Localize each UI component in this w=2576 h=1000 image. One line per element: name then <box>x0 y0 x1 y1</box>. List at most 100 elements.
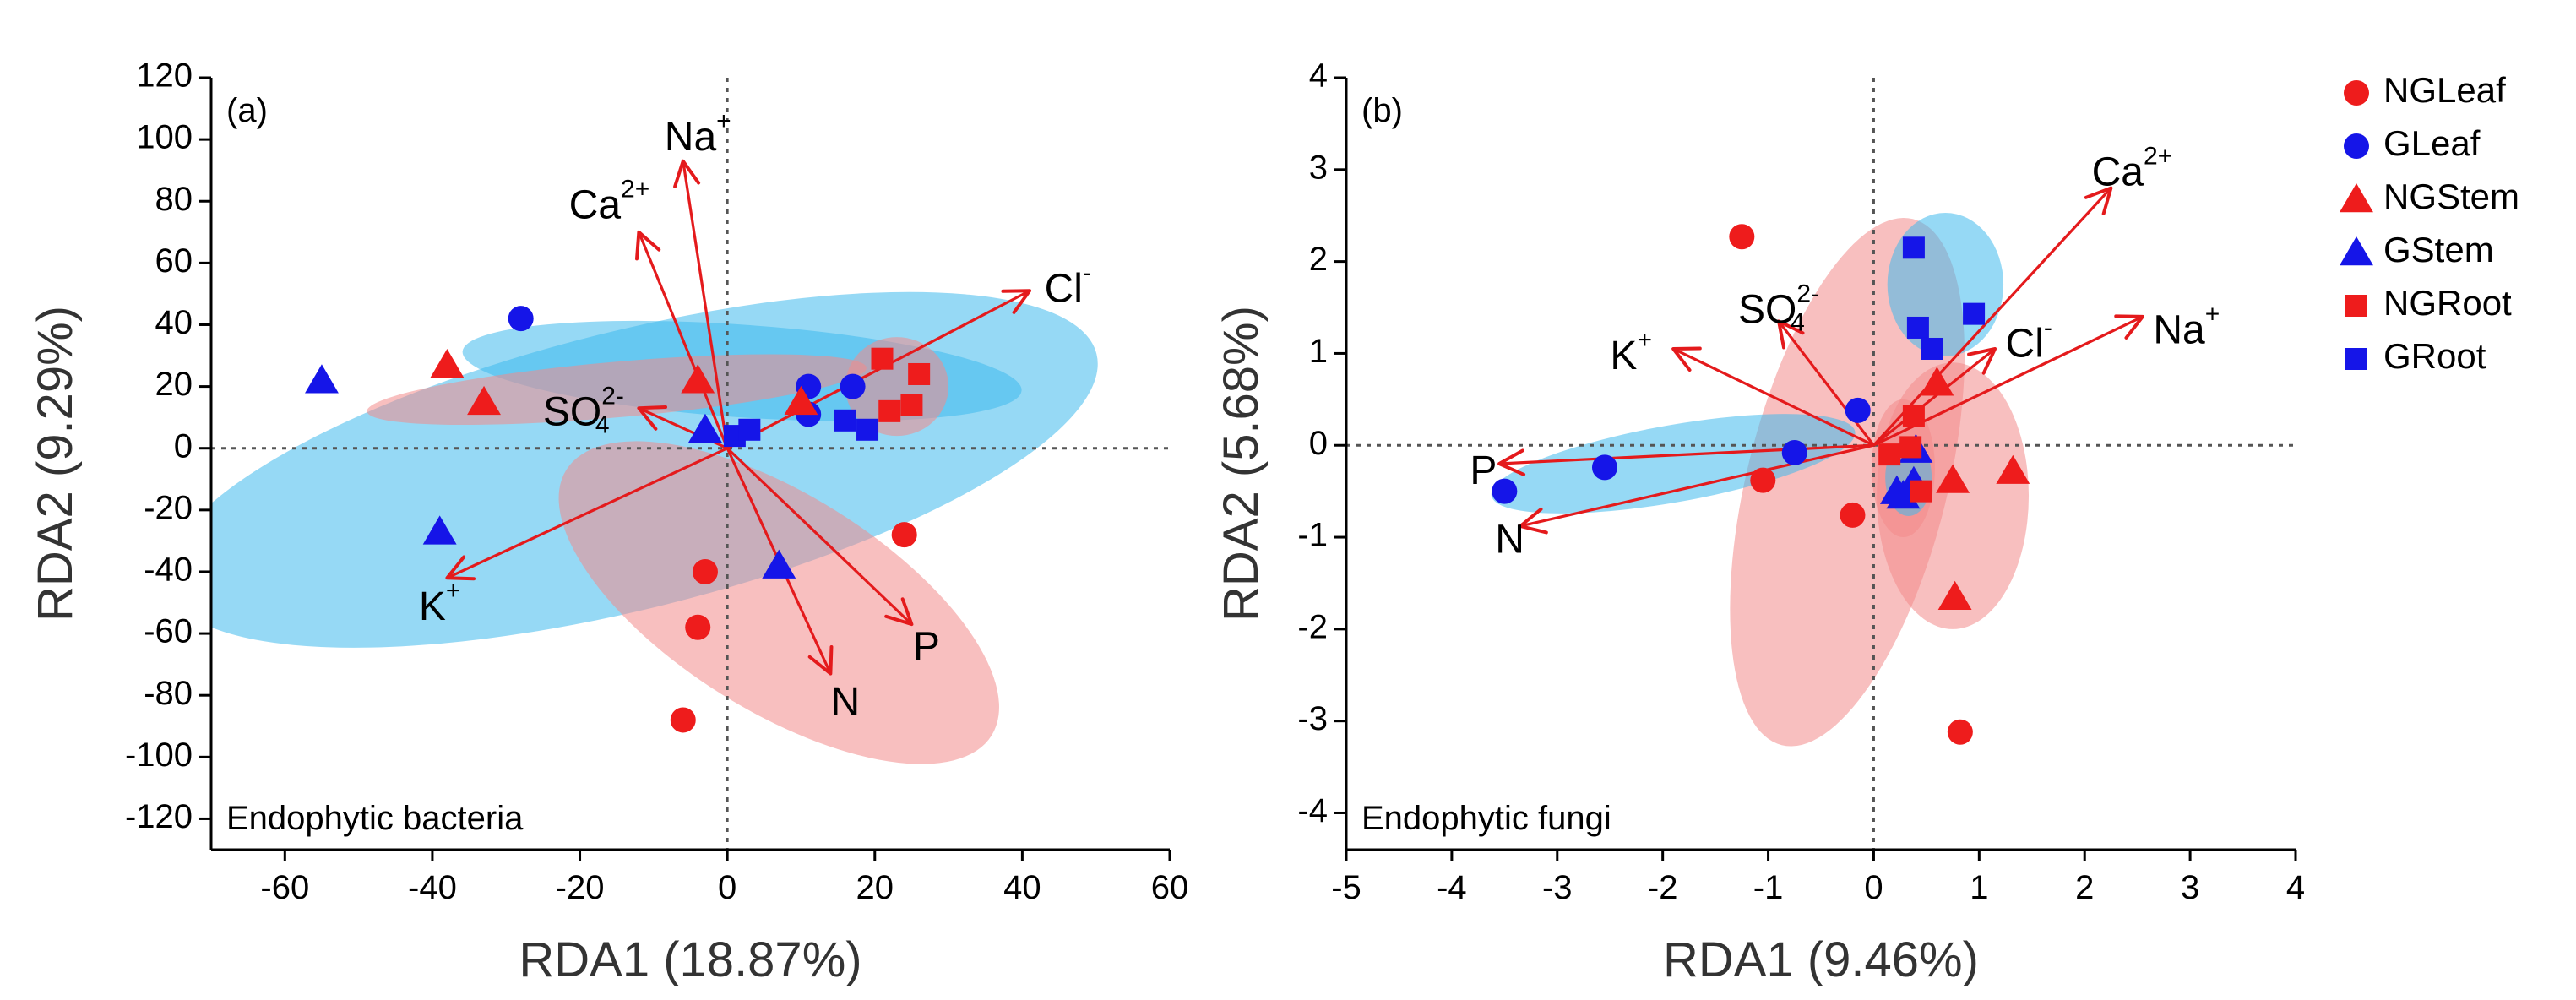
y-tick-label: -120 <box>125 798 193 835</box>
x-tick-label: -2 <box>1648 869 1678 906</box>
point-groot-20 <box>1902 236 1925 259</box>
x-tick-label: 0 <box>1864 869 1883 906</box>
point-gleaf-5 <box>1591 454 1617 481</box>
panel-annotation: Endophytic bacteria <box>226 800 524 837</box>
point-ngleaf-2 <box>685 614 711 640</box>
vector-arrow-k <box>445 447 728 581</box>
vector-arrow-cl <box>1872 347 1997 447</box>
x-tick-label: -60 <box>260 869 309 906</box>
legend-marker-groot <box>2345 348 2367 370</box>
legend-item-ngroot: NGRoot <box>2345 283 2512 323</box>
x-tick-label: -1 <box>1753 869 1784 906</box>
point-ngleaf-0 <box>891 522 917 548</box>
vector-label-cl: Cl- <box>1045 258 1091 311</box>
point-ngstem-8 <box>430 349 465 378</box>
x-tick-label: 20 <box>856 869 894 906</box>
point-ngstem-9 <box>467 385 501 416</box>
y-tick-label: 20 <box>155 366 193 403</box>
ellipse-groot <box>1887 212 2004 356</box>
y-tick-label: -40 <box>144 552 193 589</box>
point-ngstem-11 <box>1937 580 1972 610</box>
x-tick-label: 1 <box>1970 869 1988 906</box>
ellipse-gleaf <box>1491 414 1856 514</box>
vector-label-p: P <box>913 624 940 669</box>
point-ngroot-18 <box>1902 405 1925 427</box>
legend-marker-gleaf <box>2344 133 2369 159</box>
y-tick-label: -20 <box>144 489 193 526</box>
x-tick-label: 2 <box>2075 869 2094 906</box>
point-groot-21 <box>738 418 761 441</box>
x-tick-label: 60 <box>1151 869 1189 906</box>
legend-item-gleaf: GLeaf <box>2344 123 2481 163</box>
vector-arrow-k <box>1671 346 1875 447</box>
point-ngroot-16 <box>1878 443 1901 466</box>
point-ngroot-18 <box>878 399 901 422</box>
legend-label: NGLeaf <box>2383 70 2506 110</box>
y-tick-label: 0 <box>174 427 193 465</box>
vector-arrow-ca <box>635 230 729 449</box>
x-tick-label: -5 <box>1331 869 1361 906</box>
y-tick-label: 0 <box>1309 425 1328 462</box>
x-tick-label: -3 <box>1542 869 1573 906</box>
vector-label-k: K+ <box>1610 326 1652 378</box>
point-ngleaf-1 <box>1750 467 1776 493</box>
point-ngleaf-3 <box>1947 719 1973 745</box>
vector-label-ca: Ca2+ <box>569 175 650 227</box>
vector-label-k: K+ <box>419 577 461 629</box>
x-tick-label: -4 <box>1437 869 1467 906</box>
point-groot-23 <box>1963 302 1986 325</box>
legend-label: GRoot <box>2383 336 2486 376</box>
vector-label-p: P <box>1470 448 1497 493</box>
legend-label: NGRoot <box>2383 283 2512 323</box>
point-groot-23 <box>856 418 879 441</box>
panel-b-fungi: Ca2+ Na+ Cl- SO2-4 K+ PN -4 -3 -2 -1 0 1 2 3 4 -5 -4 -3 -2… <box>1214 57 2305 987</box>
vector-label-cl: Cl- <box>2006 314 2052 367</box>
vector-label-na: Na+ <box>665 107 731 160</box>
point-ngstem-8 <box>1920 367 1954 396</box>
point-ngroot-17 <box>908 362 931 385</box>
y-axis-title: RDA2 (9.29%) <box>28 306 83 622</box>
x-tick-label: 3 <box>2181 869 2199 906</box>
point-ngstem-11 <box>784 385 818 416</box>
vector-arrow-p <box>1497 443 1874 476</box>
vector-label-n: N <box>831 680 861 725</box>
ellipse-ngroot <box>845 337 949 437</box>
point-ngroot-19 <box>1910 480 1932 503</box>
legend-item-groot: GRoot <box>2345 336 2486 376</box>
vector-label-na: Na+ <box>2153 300 2220 352</box>
legend-marker-ngroot <box>2345 295 2367 317</box>
point-groot-21 <box>1906 316 1929 339</box>
y-tick-label: 2 <box>1309 241 1328 278</box>
legend-label: GStem <box>2383 230 2494 269</box>
point-ngstem-9 <box>1936 464 1970 493</box>
legend-label: GLeaf <box>2383 123 2481 163</box>
x-tick-label: 0 <box>718 869 736 906</box>
point-groot-22 <box>834 409 856 432</box>
vector-arrow-na <box>673 159 729 448</box>
point-ngroot-19 <box>900 394 923 416</box>
panel-label: (b) <box>1361 92 1403 129</box>
y-tick-label: 100 <box>136 119 193 156</box>
vector-arrow-so <box>1777 319 1875 447</box>
legend-marker-gstem <box>2340 236 2373 266</box>
y-tick-label: -80 <box>144 675 193 712</box>
point-ngleaf-1 <box>692 558 718 584</box>
y-tick-label: -2 <box>1297 608 1328 645</box>
point-gstem-13 <box>422 515 457 545</box>
x-tick-label: 4 <box>2286 869 2305 906</box>
legend-marker-ngleaf <box>2344 80 2369 106</box>
x-tick-label: -20 <box>556 869 605 906</box>
point-ngstem-10 <box>681 364 715 394</box>
x-axis-title: RDA1 (18.87%) <box>519 932 861 987</box>
panel-a-bacteria: Na+ Ca2+ Cl- SO2-4 K+ N P -120 -100 -80 -60 -40 -20 0… <box>28 57 1188 987</box>
legend: NGLeaf GLeaf NGStem GStem NGRoot GRoot <box>2340 70 2519 376</box>
y-tick-label: 4 <box>1309 57 1328 95</box>
y-tick-label: 60 <box>155 242 193 280</box>
y-tick-label: 3 <box>1309 149 1328 186</box>
legend-label: NGStem <box>2383 177 2519 216</box>
y-axis-title: RDA2 (5.68%) <box>1214 306 1269 622</box>
ellipse-ngleaf <box>558 441 999 764</box>
vector-arrow-n <box>1519 443 1874 535</box>
point-gstem-14 <box>762 549 796 579</box>
